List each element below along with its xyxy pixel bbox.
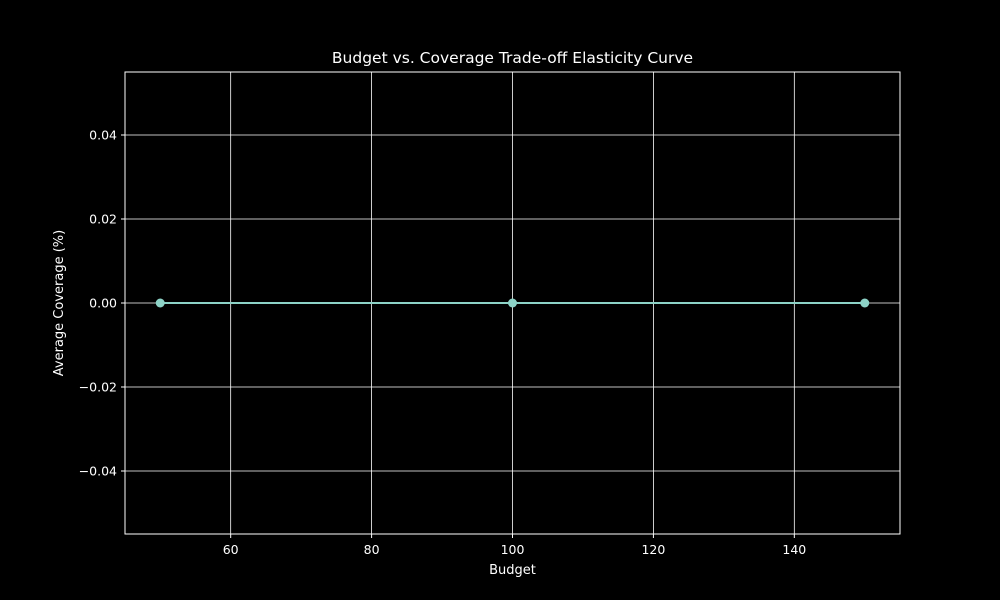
x-tick-label: 140 (782, 542, 806, 557)
y-tick-label: −0.02 (79, 380, 117, 395)
data-point (155, 298, 165, 308)
x-tick-label: 120 (641, 542, 665, 557)
y-tick-label: −0.04 (79, 464, 117, 479)
x-tick-label: 100 (501, 542, 525, 557)
x-axis-label: Budget (489, 563, 536, 578)
data-point (860, 298, 870, 308)
ticks: 60 80 100 120 140 −0.04 −0.02 0.00 0.02 0.04 (79, 128, 807, 558)
series-layer (155, 298, 870, 308)
x-tick-label: 80 (364, 542, 380, 557)
data-point (508, 298, 517, 308)
y-tick-label: 0.00 (89, 296, 117, 311)
y-tick-label: 0.02 (89, 212, 117, 227)
chart-title: Budget vs. Coverage Trade-off Elasticity… (332, 49, 693, 67)
y-tick-label: 0.04 (89, 128, 117, 143)
x-tick-label: 60 (223, 542, 239, 557)
y-axis-label: Average Coverage (%) (52, 230, 67, 376)
